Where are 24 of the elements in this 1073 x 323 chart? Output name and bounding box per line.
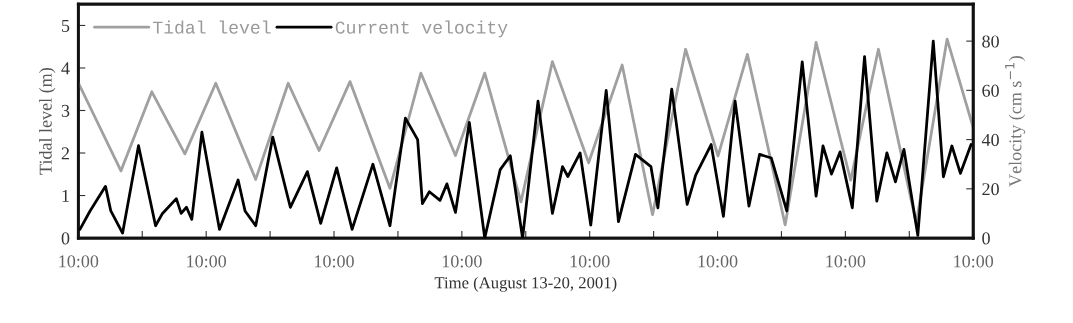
x-tick-label: 10:00 — [570, 255, 610, 268]
y2-tick-label: 20 — [982, 183, 999, 196]
x-tick-label: 10:00 — [315, 255, 354, 268]
x-tick-label: 10:00 — [187, 255, 227, 268]
y-tick-label: 3 — [61, 104, 70, 117]
y2-tick-label: 60 — [982, 84, 999, 97]
x-axis-title: Time (August 13-20, 2001) — [434, 276, 617, 292]
y2-axis-title: Velocity (cm s$^{−1}$) — [1005, 56, 1026, 187]
y-tick-label: 2 — [61, 147, 69, 160]
y2-tick-label: 40 — [981, 133, 999, 147]
x-tick-label: 10:00 — [442, 255, 482, 268]
y2-tick-label: 80 — [982, 35, 999, 48]
x-tick-label: 10:00 — [954, 255, 994, 268]
y-tick-label: 0 — [61, 232, 70, 245]
legend-label: Tidal level — [153, 20, 271, 34]
y-tick-label: 4 — [61, 62, 70, 75]
y-axis-title: Tidal level (m) — [39, 68, 56, 175]
x-tick-label: 10:00 — [698, 255, 738, 268]
x-tick-label: 10:00 — [59, 255, 99, 268]
y-tick-label: 5 — [62, 19, 70, 32]
x-tick-label: 10:00 — [826, 255, 866, 268]
legend-label: Current velocity — [335, 20, 508, 38]
y2-tick-label: 0 — [982, 232, 990, 245]
y-tick-label: 1 — [62, 189, 69, 202]
